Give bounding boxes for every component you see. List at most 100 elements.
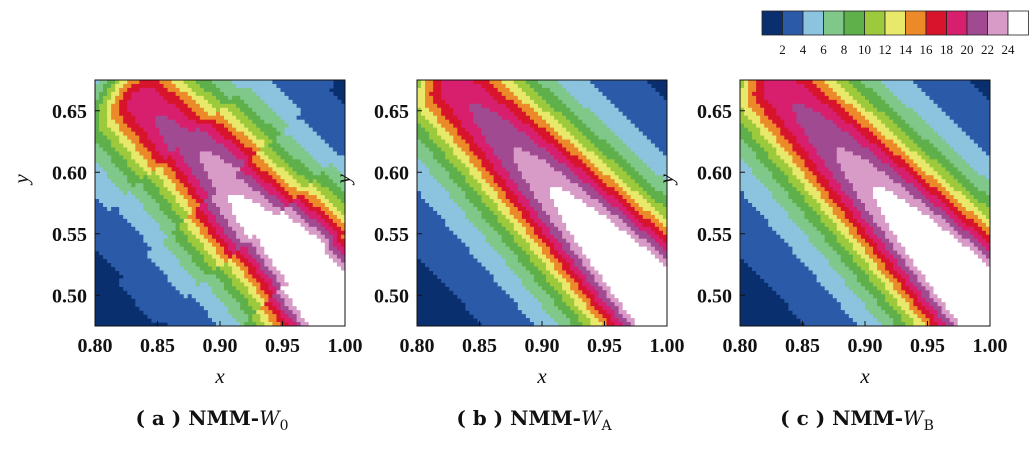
contour-cell [211,135,217,141]
contour-cell [429,119,434,125]
contour-cell [324,222,330,228]
contour-cell [99,99,104,105]
contour-cell [119,131,124,137]
colorbar-tick-label: 4 [800,42,807,57]
contour-cell [111,210,116,216]
contour-cell [159,214,165,220]
contour-cell [469,282,475,287]
contour-cell [264,80,269,85]
contour-cell [292,274,298,279]
contour-cell [191,318,197,323]
contour-cell [493,195,499,200]
contour-cell [228,199,233,204]
contour-cell [268,199,274,204]
contour-cell [99,115,104,121]
contour-cell [280,91,286,97]
contour-cell [191,270,197,276]
contour-cell [167,203,173,208]
contour-cell [280,167,286,172]
contour-cell [256,119,261,125]
contour-cell [429,131,434,137]
contour-cell [228,274,233,279]
contour-cell [445,111,450,117]
contour-cell [316,123,322,129]
contour-cell [147,183,153,188]
contour-cell [111,151,116,156]
contour-cell [179,310,185,315]
contour-cell [320,234,326,240]
contour-cell [187,151,193,156]
contour-cell [207,310,213,315]
contour-cell [207,151,213,156]
contour-cell [501,210,507,216]
contour-cell [123,143,128,149]
contour-cell [139,250,144,256]
contour-cell [465,99,471,105]
contour-cell [163,199,169,204]
contour-cell [163,262,169,268]
contour-cell [167,115,173,121]
contour-cell [228,322,233,326]
contour-cell [485,322,491,326]
contour-cell [296,314,302,319]
contour-cell [457,151,462,156]
contour-cell [151,103,157,109]
contour-cell [183,187,189,192]
contour-cell [99,123,104,129]
contour-cell [232,258,237,264]
contour-cell [280,310,286,315]
contour-cell [236,254,241,260]
contour-cell [260,203,265,208]
contour-cell [143,179,149,184]
contour-cell [292,314,298,319]
contour-cell [107,127,112,133]
contour-cell [240,159,245,164]
contour-cell [276,107,282,113]
contour-cell [215,80,221,85]
contour-cell [296,282,302,287]
contour-cell [220,318,225,323]
contour-cell [469,179,475,184]
contour-cell [232,175,237,180]
contour-cell [340,103,345,109]
contour-cell [272,242,278,248]
contour-cell [300,91,306,97]
contour-cell [469,246,475,252]
contour-cell [505,163,511,168]
contour-cell [135,254,140,260]
contour-cell [505,230,511,236]
contour-cell [485,87,491,93]
contour-cell [203,179,209,184]
contour-cell [139,258,144,264]
contour-cell [449,230,454,236]
contour-cell [481,270,487,276]
contour-cell [167,147,173,153]
contour-cell [203,155,209,160]
contour-cell [248,250,253,256]
contour-cell [340,226,345,232]
contour-cell [191,123,197,129]
contour-cell [139,119,144,125]
contour-cell [461,119,466,125]
contour-cell [493,139,499,145]
contour-cell [260,199,265,204]
contour-cell [340,210,345,216]
contour-cell [175,203,181,208]
contour-cell [469,91,475,97]
contour-cell [276,278,282,283]
contour-cell [228,286,233,291]
contour-cell [183,282,189,287]
contour-cell [469,187,475,192]
contour-cell [95,91,100,97]
contour-cell [151,286,157,291]
contour-cell [256,187,261,192]
contour-cell [461,254,466,260]
contour-cell [163,111,169,117]
contour-cell [244,282,249,287]
contour-cell [328,115,334,121]
contour-cell [236,298,241,303]
contour-cell [481,318,487,323]
contour-cell [437,115,442,121]
contour-cell [147,258,153,264]
contour-cell [296,302,302,307]
